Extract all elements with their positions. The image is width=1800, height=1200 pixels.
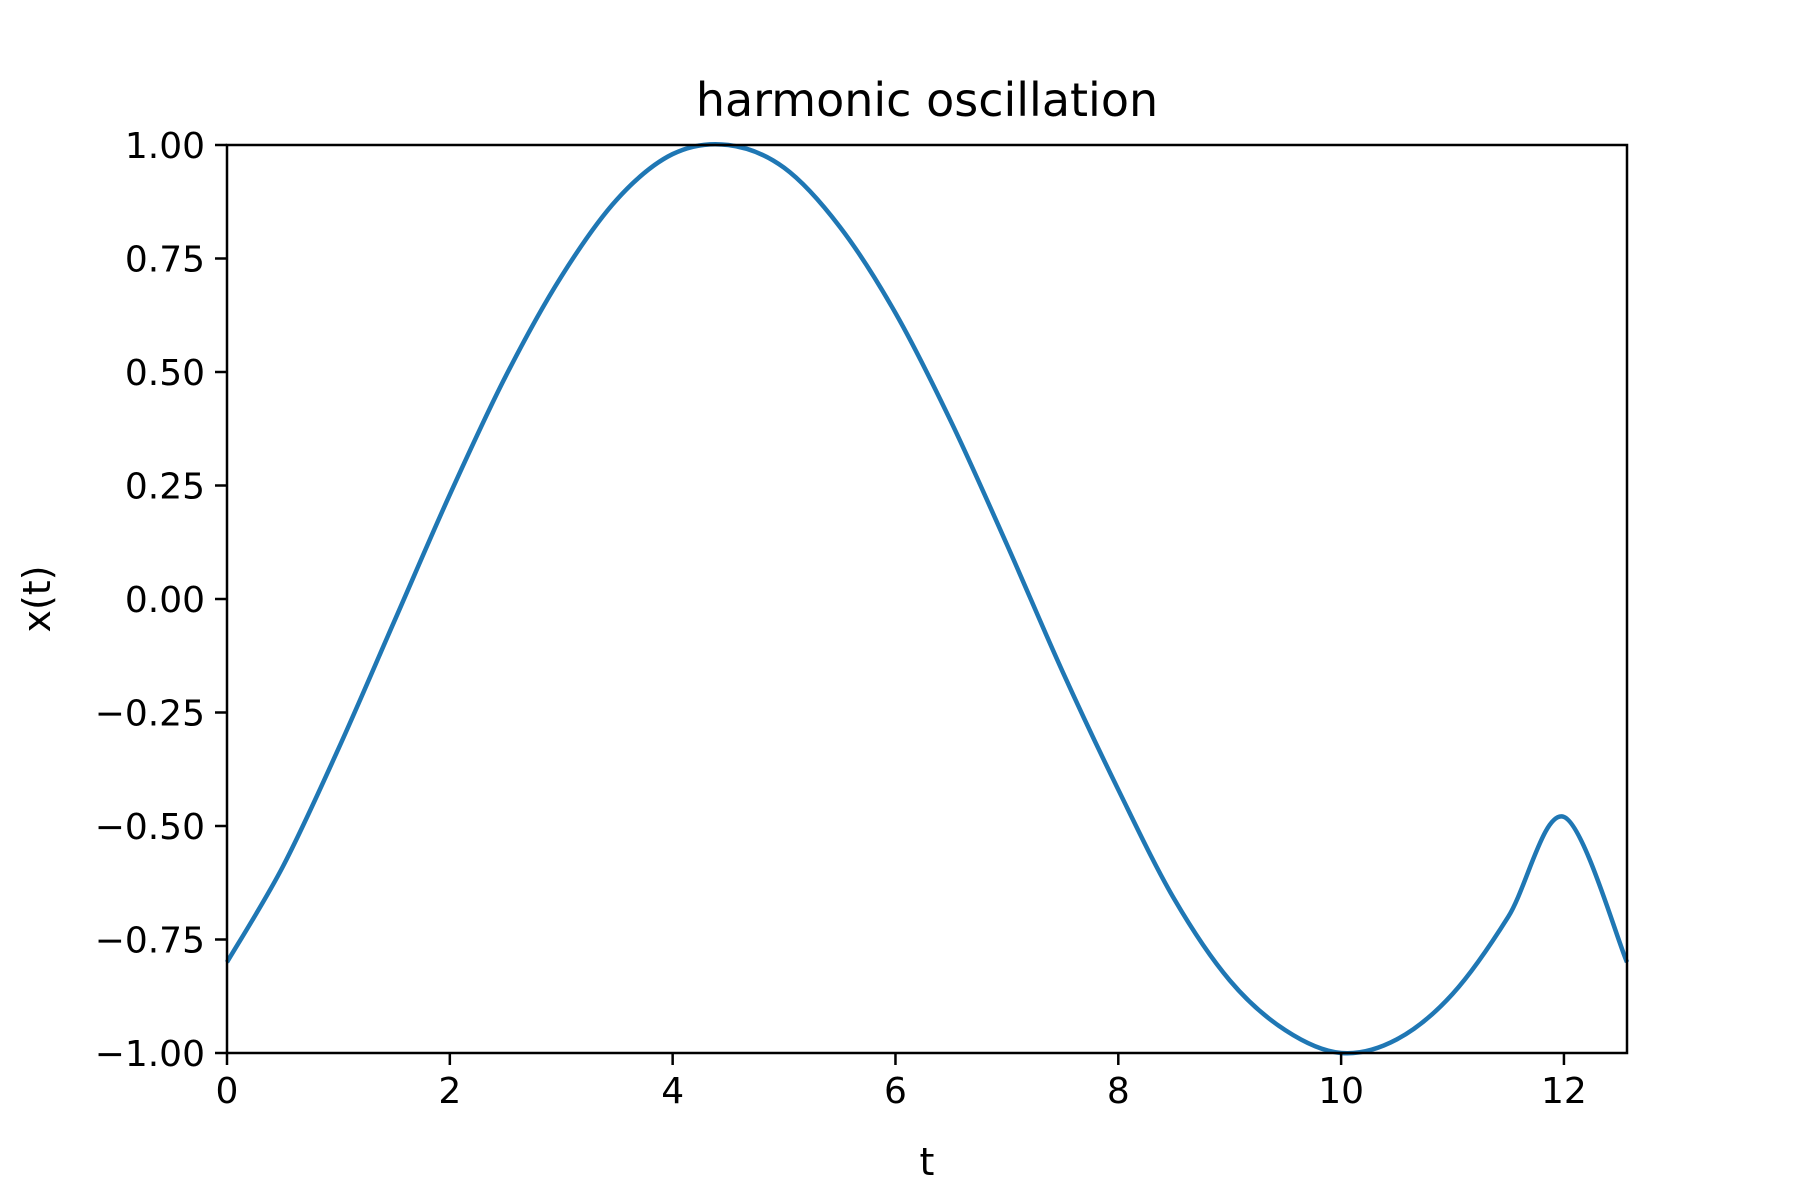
plot-area: [225, 141, 1630, 1056]
y-tick-label: −0.75: [95, 921, 205, 962]
chart-title: harmonic oscillation: [696, 73, 1158, 127]
x-axis: 0 2 4 6 8 10 12: [216, 1053, 1587, 1112]
y-tick-label: −1.00: [95, 1034, 205, 1075]
x-axis-label: t: [920, 1140, 935, 1184]
x-tick-label: 4: [661, 1071, 684, 1112]
axes-frame: [225, 143, 1629, 1055]
y-tick-label: 1.00: [125, 126, 205, 167]
x-tick-label: 12: [1541, 1071, 1587, 1112]
y-tick-label: −0.50: [95, 807, 205, 848]
x-tick-label: 0: [216, 1071, 239, 1112]
y-tick-label: 0.00: [125, 580, 205, 621]
x-tick-label: 6: [884, 1071, 907, 1112]
y-tick-label: 0.75: [125, 240, 205, 281]
y-tick-label: −0.25: [95, 694, 205, 735]
x-tick-label: 2: [438, 1071, 461, 1112]
x-tick-label: 10: [1318, 1071, 1364, 1112]
y-tick-label: 0.50: [125, 353, 205, 394]
y-tick-label: 0.25: [125, 467, 205, 508]
y-axis: 1.00 0.75 0.50 0.25 0.00 −0.25 −0.50 −0.75 −1.00: [95, 126, 227, 1075]
y-axis-label: x(t): [15, 565, 59, 632]
series-line: [225, 141, 1630, 1056]
x-tick-label: 8: [1107, 1071, 1130, 1112]
